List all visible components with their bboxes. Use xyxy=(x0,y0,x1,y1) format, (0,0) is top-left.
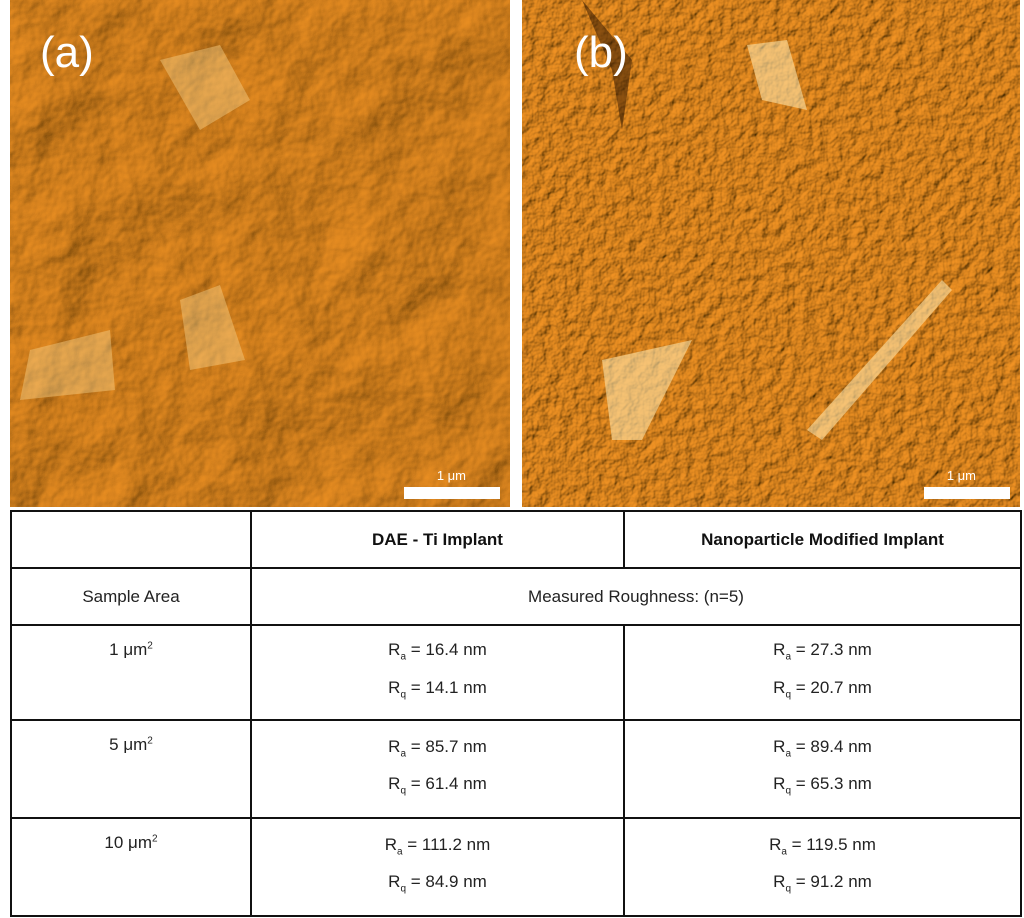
measure-value: = 111.2 nm xyxy=(407,834,491,854)
measure-cell: Ra = 85.7 nm Rq = 61.4 nm xyxy=(250,719,625,819)
header-cell xyxy=(10,510,252,569)
symbol: R xyxy=(388,872,401,891)
measure-value: = 20.7 nm xyxy=(795,677,872,697)
area-exponent: 2 xyxy=(152,833,158,845)
subheader-row: Sample Area Measured Roughness: (n=5) xyxy=(10,567,1022,626)
measure: Ra = 85.7 nm xyxy=(252,735,623,766)
header-cell: DAE - Ti Implant xyxy=(250,510,625,569)
measure: Rq = 91.2 nm xyxy=(625,870,1020,901)
measure-value: = 119.5 nm xyxy=(791,834,876,854)
area: 1 μm xyxy=(109,640,148,659)
symbol: R xyxy=(384,834,397,854)
measure-cell: Ra = 119.5 nm Rq = 91.2 nm xyxy=(623,817,1022,917)
measure-value: = 91.2 nm xyxy=(795,872,872,891)
measure-value: = 16.4 nm xyxy=(410,640,487,660)
symbol-sub: q xyxy=(785,688,792,700)
data-row: 1 μm2 Ra = 16.4 nm Rq = 14.1 nm Ra = 27.3 n… xyxy=(10,624,1022,721)
data-row: 5 μm2 Ra = 85.7 nm Rq = 61.4 nm Ra = 89.4 n… xyxy=(10,719,1022,819)
data-row: 10 μm2 Ra = 111.2 nm Rq = 84.9 nm Ra = 119.… xyxy=(10,817,1022,917)
area: 5 μm xyxy=(109,735,148,754)
scale-bar xyxy=(404,487,500,499)
table-body: DAE - Ti Implant Nanoparticle Modified I… xyxy=(10,510,1022,917)
measure: Ra = 16.4 nm xyxy=(252,638,623,669)
symbol-sub: q xyxy=(785,785,792,797)
measure-value: = 65.3 nm xyxy=(795,774,872,793)
symbol-sub: q xyxy=(400,688,407,700)
measure: Ra = 89.4 nm xyxy=(625,735,1020,766)
panel-label: (a) xyxy=(40,28,94,77)
symbol: R xyxy=(388,640,401,660)
measure-cell: Ra = 111.2 nm Rq = 84.9 nm xyxy=(250,817,625,917)
symbol: R xyxy=(773,640,786,660)
measure: Rq = 65.3 nm xyxy=(625,772,1020,803)
symbol: R xyxy=(388,736,401,756)
measure: Rq = 61.4 nm xyxy=(252,772,623,803)
row-label: Sample Area xyxy=(10,567,252,626)
header-cell: Nanoparticle Modified Implant xyxy=(623,510,1022,569)
symbol: R xyxy=(773,872,786,891)
measure-value: = 61.4 nm xyxy=(410,774,487,793)
area-exponent: 2 xyxy=(147,735,153,747)
symbol-sub: q xyxy=(400,785,407,797)
measure-value: = 14.1 nm xyxy=(410,677,487,697)
symbol-sub: a xyxy=(400,651,407,663)
measure-cell: Ra = 27.3 nm Rq = 20.7 nm xyxy=(623,624,1022,721)
scale-label: 1 μm xyxy=(946,468,976,483)
symbol: R xyxy=(769,834,782,854)
symbol: R xyxy=(773,736,786,756)
area-exponent: 2 xyxy=(147,640,153,652)
measure-cell: Ra = 89.4 nm Rq = 65.3 nm xyxy=(623,719,1022,819)
scale-label: 1 μm xyxy=(436,468,466,483)
area-cell: 5 μm2 xyxy=(10,719,252,819)
span-label: Measured Roughness: (n=5) xyxy=(250,567,1022,626)
measure: Rq = 20.7 nm xyxy=(625,676,1020,707)
symbol-sub: q xyxy=(785,883,792,895)
measure-value: = 27.3 nm xyxy=(795,640,872,660)
area: 10 μm xyxy=(104,833,153,852)
measure-value: = 89.4 nm xyxy=(795,736,872,756)
measure-value: = 84.9 nm xyxy=(410,872,487,891)
symbol-sub: q xyxy=(400,883,407,895)
symbol-sub: a xyxy=(785,651,792,663)
symbol-sub: a xyxy=(781,846,787,857)
symbol: R xyxy=(388,677,401,697)
symbol-sub: a xyxy=(400,748,407,759)
measure-value: = 85.7 nm xyxy=(410,736,487,756)
afm-texture xyxy=(522,0,1020,507)
measure-cell: Ra = 16.4 nm Rq = 14.1 nm xyxy=(250,624,625,721)
measure: Ra = 111.2 nm xyxy=(252,833,623,864)
symbol: R xyxy=(773,774,786,793)
roughness-table: DAE - Ti Implant Nanoparticle Modified I… xyxy=(10,510,1022,917)
measure: Ra = 27.3 nm xyxy=(625,638,1020,669)
symbol-sub: a xyxy=(396,846,403,857)
measure: Rq = 14.1 nm xyxy=(252,676,623,707)
scale-bar xyxy=(924,487,1010,499)
symbol: R xyxy=(388,774,401,793)
measure: Ra = 119.5 nm xyxy=(625,833,1020,864)
area-cell: 10 μm2 xyxy=(10,817,252,917)
symbol-sub: a xyxy=(785,748,792,759)
panel-label: (b) xyxy=(574,28,628,77)
area-cell: 1 μm2 xyxy=(10,624,252,721)
afm-texture xyxy=(10,0,510,507)
afm-image-b: (b) 1 μm xyxy=(522,0,1020,507)
header-row: DAE - Ti Implant Nanoparticle Modified I… xyxy=(10,510,1022,569)
afm-image-a: (a) 1 μm xyxy=(10,0,510,507)
symbol: R xyxy=(773,677,786,697)
measure: Rq = 84.9 nm xyxy=(252,870,623,901)
